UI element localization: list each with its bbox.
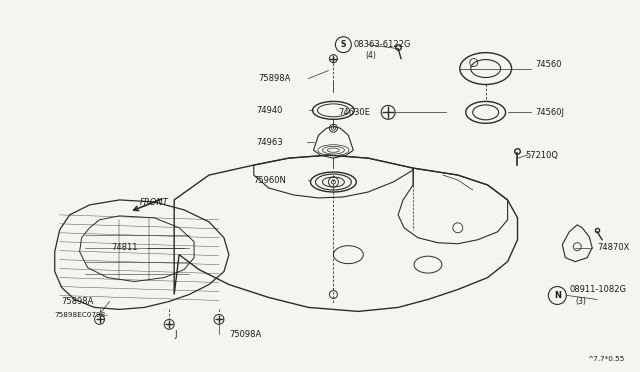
- Text: J: J: [174, 330, 177, 339]
- Text: N: N: [554, 291, 561, 300]
- Text: (4): (4): [365, 51, 376, 60]
- Text: 08363-6122G: 08363-6122G: [353, 40, 411, 49]
- Text: 74870X: 74870X: [597, 243, 630, 252]
- Text: 57210Q: 57210Q: [525, 151, 559, 160]
- Text: 74940: 74940: [257, 106, 283, 115]
- Text: 74963: 74963: [257, 138, 284, 147]
- Text: 75898EC0798-: 75898EC0798-: [55, 312, 109, 318]
- Text: 74560J: 74560J: [536, 108, 564, 117]
- Text: 74630E: 74630E: [339, 108, 371, 117]
- Text: (3): (3): [575, 297, 586, 306]
- Text: 75960N: 75960N: [254, 176, 287, 185]
- Text: 75898A: 75898A: [61, 297, 94, 306]
- Text: ^7.7*0.55: ^7.7*0.55: [587, 356, 625, 362]
- Text: S: S: [340, 40, 346, 49]
- Text: 08911-1082G: 08911-1082G: [570, 285, 627, 294]
- Text: 75098A: 75098A: [229, 330, 261, 339]
- Text: 74560: 74560: [536, 60, 562, 69]
- Text: 74811: 74811: [111, 243, 138, 252]
- Text: 75898A: 75898A: [259, 74, 291, 83]
- Text: FRONT: FRONT: [140, 198, 168, 208]
